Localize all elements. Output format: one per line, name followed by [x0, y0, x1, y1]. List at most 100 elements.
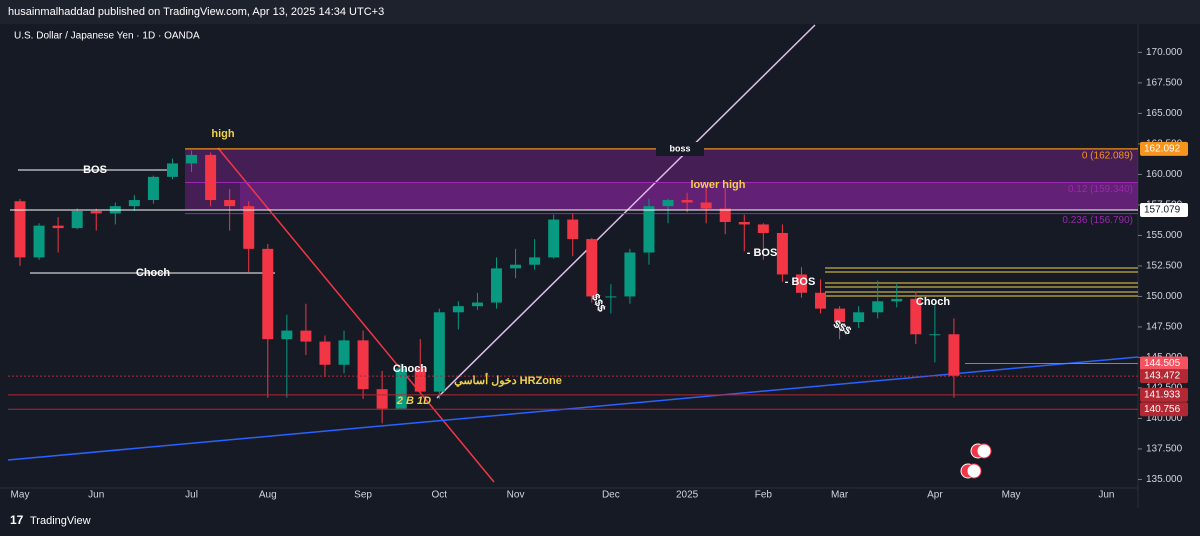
candle-body	[605, 296, 617, 298]
annotation: - BOS	[785, 276, 816, 288]
candle-body	[776, 232, 788, 275]
annotation: Choch	[393, 363, 428, 375]
annotation: high	[211, 128, 234, 140]
candle-body	[14, 201, 26, 258]
candle-body	[624, 252, 636, 297]
candle-body	[891, 298, 903, 302]
y-tick-label: 167.500	[1146, 78, 1183, 89]
candle-body	[529, 257, 541, 265]
x-tick-label: Jul	[185, 490, 198, 501]
annotation: Choch	[136, 267, 171, 279]
x-tick-label: Sep	[354, 490, 372, 501]
annotation: - BOS	[747, 247, 778, 259]
annotation: BOS	[83, 164, 107, 176]
x-tick-label: 2025	[676, 490, 699, 501]
fib-label: 0.12 (159.340)	[1068, 184, 1133, 195]
y-tick-label: 155.000	[1146, 230, 1183, 241]
candle-body	[395, 368, 407, 409]
y-tick-label: 152.500	[1146, 261, 1183, 272]
candle-body	[681, 200, 693, 203]
candle-body	[815, 292, 827, 309]
candle-body	[795, 274, 807, 293]
candle-body	[147, 176, 159, 201]
candle-body	[300, 330, 312, 342]
candle-body	[90, 211, 102, 214]
candle-body	[738, 222, 750, 225]
y-tick-label: 135.000	[1146, 474, 1183, 485]
candle-body	[338, 340, 350, 365]
annotation: lower high	[691, 179, 746, 191]
candle-body	[548, 219, 560, 258]
annotation: Choch	[916, 296, 951, 308]
annotation: boss	[669, 143, 690, 153]
candle-body	[700, 202, 712, 209]
candle-body	[71, 211, 83, 229]
candle-body	[414, 368, 426, 392]
candle-body	[243, 206, 255, 249]
bottom-bar	[0, 508, 1200, 536]
annotation-bg	[656, 142, 704, 156]
candle-body	[376, 389, 388, 409]
candle-body	[910, 298, 922, 335]
symbol-title: U.S. Dollar / Japanese Yen · 1D · OANDA	[14, 31, 200, 42]
candle-body	[929, 334, 941, 336]
event-icon	[976, 443, 992, 459]
trend-line	[217, 147, 495, 483]
candle-body	[853, 312, 865, 323]
x-tick-label: Apr	[927, 490, 943, 501]
x-tick-label: Jun	[1098, 490, 1114, 501]
x-tick-label: Oct	[432, 490, 448, 501]
price-tag	[1140, 369, 1188, 384]
y-tick-label: 137.500	[1146, 444, 1183, 455]
x-tick-label: May	[1002, 490, 1021, 501]
zone	[185, 148, 1138, 211]
candle-body	[757, 224, 769, 233]
trend-line	[436, 24, 816, 399]
x-tick-label: Jun	[88, 490, 104, 501]
candle-body	[662, 200, 674, 207]
candle-body	[452, 306, 464, 313]
price-tag-label: 162.092	[1144, 144, 1181, 155]
price-tag	[1140, 141, 1188, 156]
candle-body	[281, 330, 293, 340]
price-tag	[1140, 402, 1188, 417]
publisher: husainmalhaddad published on TradingView…	[8, 6, 384, 18]
zone	[240, 182, 1138, 211]
fib-label: 0 (162.089)	[1082, 151, 1133, 162]
event-icon	[966, 463, 982, 479]
brand: TradingView	[30, 515, 91, 527]
price-tag	[1140, 203, 1188, 218]
candle-body	[491, 268, 502, 303]
candle-body	[319, 341, 331, 365]
candle-body	[948, 334, 960, 376]
candle-body	[186, 154, 198, 164]
y-tick-label: 150.000	[1146, 291, 1183, 302]
candle-body	[205, 154, 217, 201]
candle-body	[357, 340, 369, 390]
candle-body	[567, 219, 579, 240]
candle-body	[586, 239, 598, 297]
candle-body	[643, 206, 655, 253]
logo-mark: 17	[10, 513, 24, 527]
y-tick-label: 170.000	[1146, 47, 1183, 58]
candle-body	[471, 302, 483, 307]
candle-body	[33, 225, 45, 258]
price-tag-label: 144.505	[1144, 358, 1181, 369]
candle-body	[52, 225, 64, 229]
annotation: 2 B 1D	[396, 395, 431, 407]
annotation: دخول أساسي HRZone	[454, 373, 562, 388]
x-tick-label: Feb	[755, 490, 773, 501]
y-tick-label: 140.000	[1146, 413, 1183, 424]
y-tick-label: 160.000	[1146, 169, 1183, 180]
candle-body	[128, 200, 140, 207]
candle-body	[510, 264, 522, 269]
price-tag	[1140, 387, 1188, 402]
x-tick-label: Mar	[831, 490, 849, 501]
fib-label: 0.236 (156.790)	[1062, 215, 1133, 226]
x-tick-label: Aug	[259, 490, 277, 501]
candle-body	[834, 308, 846, 323]
candle-body	[872, 301, 884, 313]
price-tag-label: 140.756	[1144, 404, 1181, 415]
top-bar	[0, 0, 1200, 24]
